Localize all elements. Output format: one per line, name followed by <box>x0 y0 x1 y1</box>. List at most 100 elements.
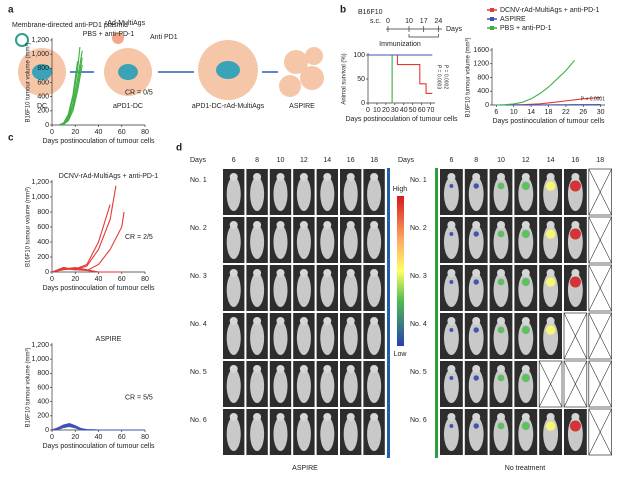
x-tick-label: 20 <box>71 276 79 283</box>
cross <box>588 264 612 312</box>
model-label: B16F10 <box>358 9 383 16</box>
x-tick-label: 0 <box>50 276 54 283</box>
day-label: 10 <box>497 157 505 164</box>
y-axis-label: B16F10 tumour volume (mm³) <box>26 42 32 122</box>
mouse-head <box>229 365 238 373</box>
row-label: No. 6 <box>410 417 427 424</box>
mouse <box>320 417 335 451</box>
x-axis-label: Days postinoculation of tumour cells <box>42 443 155 450</box>
cross <box>563 312 588 360</box>
virus-label: rAd-MultiAgs <box>105 20 146 27</box>
mouse-head <box>472 269 481 277</box>
series-line <box>51 425 145 431</box>
mouse <box>226 417 241 451</box>
mouse-head <box>546 269 555 277</box>
x-tick-label: 80 <box>141 276 149 283</box>
panel-label: b <box>340 5 346 16</box>
day-label: 8 <box>255 157 259 164</box>
mouse-head <box>521 221 530 229</box>
mouse <box>493 177 509 211</box>
mouse-head <box>276 173 285 181</box>
mouse <box>343 225 358 259</box>
mouse <box>493 321 509 355</box>
mouse <box>273 321 288 355</box>
x-tick-label: 40 <box>95 276 103 283</box>
x-tick-label: 60 <box>118 276 126 283</box>
mouse-head <box>346 413 355 421</box>
chart-title: ASPIRE <box>96 336 122 343</box>
row-label: No. 3 <box>410 273 427 280</box>
y-tick-label: 0 <box>45 122 49 129</box>
annotation: P = 0.0002 <box>443 65 449 89</box>
signal <box>449 280 454 284</box>
signal <box>473 231 479 237</box>
series-line <box>368 54 433 94</box>
signal <box>545 181 556 191</box>
day-label: 18 <box>596 157 604 164</box>
mouse-head <box>546 221 555 229</box>
y-tick-label: 200 <box>37 108 49 115</box>
mouse-head <box>370 413 379 421</box>
row-label: No. 2 <box>190 225 207 232</box>
mouse-head <box>346 221 355 229</box>
x-tick-label: 60 <box>118 129 126 136</box>
mouse-head <box>497 221 505 229</box>
caption: ASPIRE <box>292 465 318 472</box>
mouse <box>296 273 311 307</box>
mouse <box>296 225 311 259</box>
mouse <box>493 417 509 451</box>
y-tick-label: 1200 <box>473 61 489 68</box>
day-label: 18 <box>370 157 378 164</box>
mouse <box>343 417 358 451</box>
mouse <box>250 417 265 451</box>
signal <box>521 181 530 191</box>
vesicle <box>279 75 301 97</box>
x-tick-label: 70 <box>427 107 435 114</box>
mouse-head <box>299 365 308 373</box>
signal <box>521 277 530 287</box>
y-tick-label: 200 <box>37 254 49 261</box>
mouse <box>367 321 382 355</box>
day-label: 16 <box>347 157 355 164</box>
annotation: P < 0.0001 <box>581 96 605 102</box>
day-label: 14 <box>547 157 555 164</box>
mouse <box>226 321 241 355</box>
x-tick-label: 60 <box>118 434 126 441</box>
mouse <box>250 225 265 259</box>
mouse-head <box>447 269 456 277</box>
mouse-head <box>447 413 456 421</box>
mouse-head <box>346 317 355 325</box>
series-line <box>58 47 81 126</box>
mouse <box>468 369 484 403</box>
mouse-head <box>521 173 530 181</box>
mouse-head <box>370 365 379 373</box>
mouse <box>443 177 459 211</box>
mouse <box>468 225 484 259</box>
mouse-head <box>370 317 379 325</box>
y-tick-label: 800 <box>477 74 489 81</box>
mouse-head <box>276 317 285 325</box>
y-axis-label: B16F10 tumour volume (mm³) <box>466 37 472 117</box>
y-tick-label: 600 <box>37 224 49 231</box>
cross <box>588 360 612 408</box>
signal <box>497 230 505 238</box>
mouse-head <box>370 221 379 229</box>
chart-title: DCNV-rAd-MultiAgs + anti-PD-1 <box>59 173 158 180</box>
y-tick-label: 0 <box>45 427 49 434</box>
x-tick-label: 60 <box>418 107 426 114</box>
mouse-head <box>521 365 530 373</box>
signal <box>473 279 479 285</box>
mouse-head <box>253 173 262 181</box>
day-label: 16 <box>572 157 580 164</box>
row-label: No. 5 <box>190 369 207 376</box>
signal <box>473 423 479 429</box>
x-tick-label: 40 <box>400 107 408 114</box>
mouse <box>367 177 382 211</box>
mouse <box>468 273 484 307</box>
mouse <box>226 177 241 211</box>
mouse <box>226 225 241 259</box>
mouse <box>320 177 335 211</box>
x-tick-label: 22 <box>562 109 570 116</box>
y-tick-label: 400 <box>477 88 489 95</box>
signal <box>521 325 530 335</box>
